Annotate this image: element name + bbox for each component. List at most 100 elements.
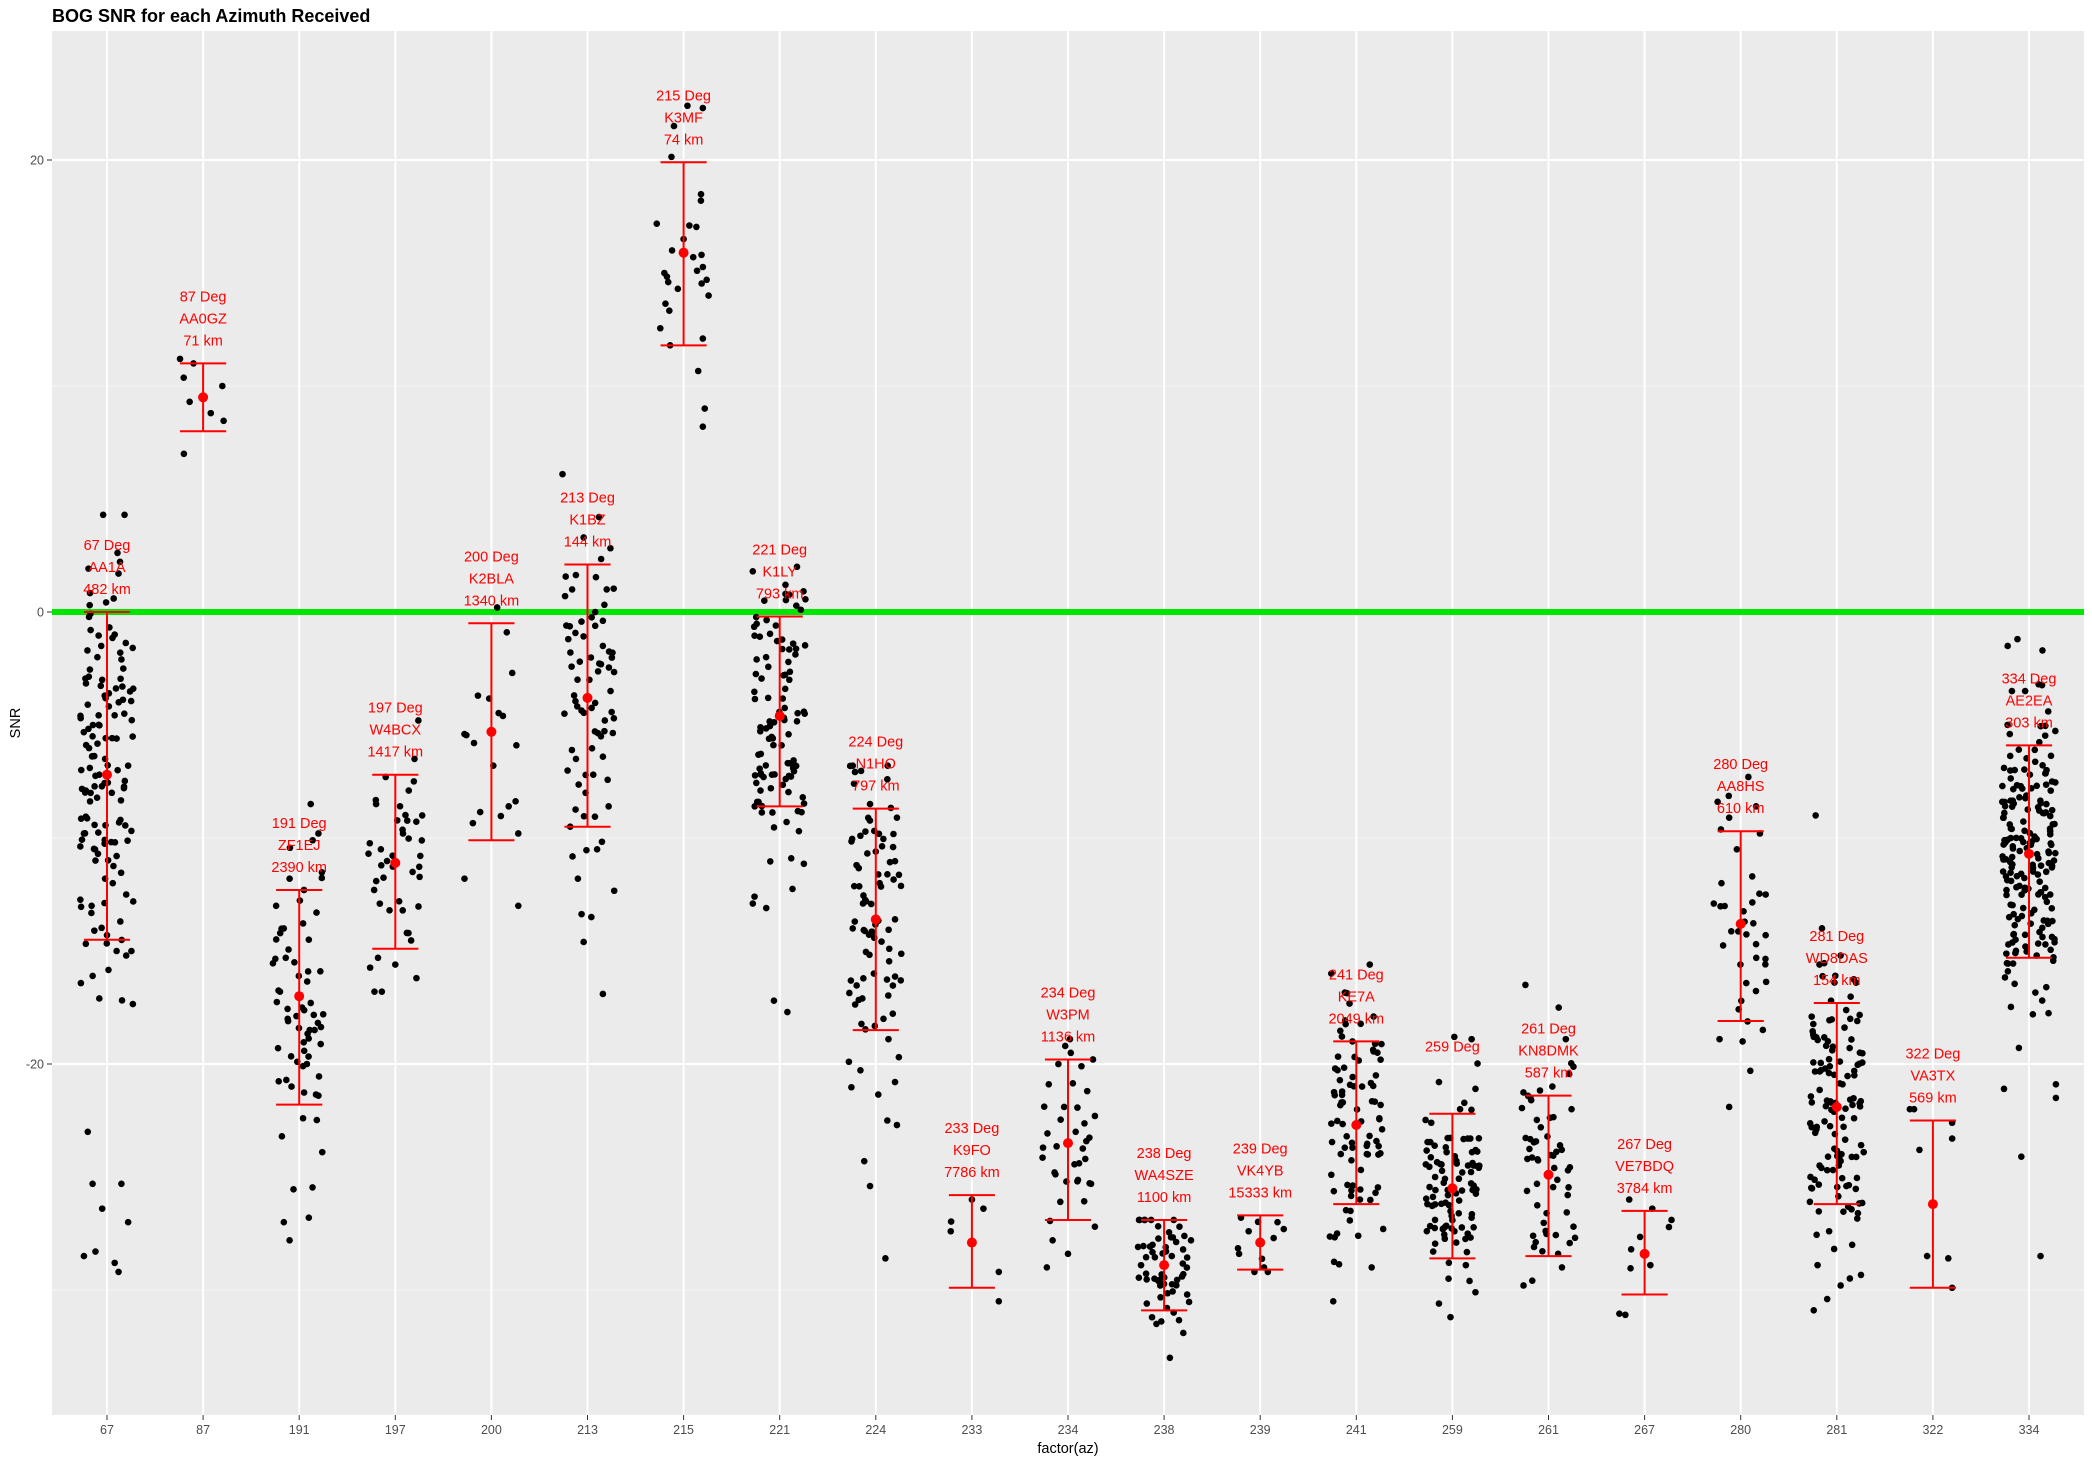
data-point (1467, 1135, 1474, 1142)
data-point (601, 727, 608, 735)
mean-point (1927, 1199, 1938, 1210)
annotation-label: K2BLA (469, 571, 514, 587)
y-tick-label: 20 (30, 154, 44, 168)
data-point (885, 926, 892, 934)
data-point (407, 937, 415, 944)
data-point (315, 1073, 323, 1080)
data-point (597, 660, 605, 668)
data-point (1456, 1105, 1464, 1113)
data-point (1079, 1145, 1087, 1152)
data-point (1848, 1036, 1855, 1043)
data-point (1426, 1138, 1434, 1146)
data-point (2052, 727, 2059, 735)
data-point (415, 863, 423, 871)
data-point (790, 767, 798, 775)
data-point (1140, 1242, 1147, 1250)
data-point (1566, 1239, 1574, 1247)
data-point (317, 1040, 325, 1048)
annotation-label: 797 km (852, 779, 900, 795)
data-point (2050, 953, 2057, 961)
data-point (77, 714, 85, 722)
data-point (395, 897, 403, 905)
data-point (1445, 1201, 1453, 1209)
data-point (1181, 1232, 1188, 1240)
data-point (580, 812, 588, 820)
data-point (278, 1133, 286, 1140)
data-point (1342, 1020, 1349, 1028)
data-point (664, 278, 672, 286)
data-point (1142, 1253, 1150, 1261)
data-point (121, 777, 129, 785)
data-point (699, 104, 707, 112)
data-point (1537, 1123, 1545, 1131)
x-tick-label: 241 (1346, 1423, 1367, 1437)
data-point (495, 709, 502, 717)
data-point (2033, 782, 2041, 790)
data-point (1470, 1223, 1477, 1231)
data-point (180, 374, 188, 381)
data-point (574, 676, 581, 684)
data-point (2041, 732, 2049, 739)
data-point (850, 780, 858, 787)
data-point (995, 1298, 1003, 1305)
data-point (1552, 1231, 1560, 1239)
x-tick-label: 261 (1538, 1423, 1559, 1437)
data-point (785, 646, 793, 653)
data-point (1183, 1254, 1191, 1261)
data-point (674, 285, 682, 293)
data-point (1375, 1151, 1382, 1158)
data-point (786, 668, 794, 676)
data-point (1857, 1097, 1865, 1105)
data-point (897, 882, 905, 890)
data-point (120, 710, 128, 717)
data-point (116, 649, 124, 656)
data-point (859, 900, 867, 907)
data-point (884, 992, 892, 999)
data-point (2041, 884, 2049, 892)
data-point (378, 988, 386, 995)
data-point (96, 722, 103, 729)
data-point (1462, 1261, 1470, 1269)
data-point (1372, 1072, 1380, 1079)
data-point (1469, 1186, 1476, 1194)
data-point (1549, 1183, 1557, 1191)
data-point (89, 752, 96, 760)
data-point (1475, 1134, 1483, 1142)
data-point (284, 1017, 292, 1025)
data-point (561, 592, 569, 600)
data-point (2005, 941, 2012, 948)
data-point (89, 721, 97, 729)
data-point (781, 704, 788, 712)
data-point (1455, 1197, 1463, 1204)
data-point (115, 819, 123, 826)
data-point (1527, 1135, 1534, 1143)
data-point (947, 1218, 955, 1225)
data-point (1155, 1235, 1162, 1242)
data-point (1830, 1245, 1838, 1253)
data-point (313, 909, 320, 916)
data-point (588, 913, 595, 921)
data-point (2009, 901, 2016, 909)
annotation-label: AE2EA (2006, 693, 2053, 709)
data-point (1431, 1173, 1439, 1181)
data-point (1431, 1240, 1439, 1247)
data-point (1158, 1318, 1165, 1325)
data-point (753, 620, 761, 628)
data-point (1367, 1196, 1374, 1204)
data-point (793, 718, 801, 725)
data-point (1472, 1146, 1479, 1154)
annotation-label: 191 Deg (272, 816, 327, 832)
data-point (1752, 940, 1760, 948)
data-point (85, 725, 92, 733)
data-point (1183, 1264, 1191, 1271)
data-point (306, 1026, 313, 1034)
data-point (1445, 1275, 1452, 1282)
mean-point (1255, 1237, 1266, 1248)
data-point (1826, 1016, 1833, 1024)
data-point (779, 781, 787, 789)
data-point (1377, 1101, 1384, 1109)
data-point (1564, 1191, 1572, 1199)
data-point (595, 513, 603, 521)
data-point (1818, 924, 1826, 932)
data-point (83, 815, 91, 822)
